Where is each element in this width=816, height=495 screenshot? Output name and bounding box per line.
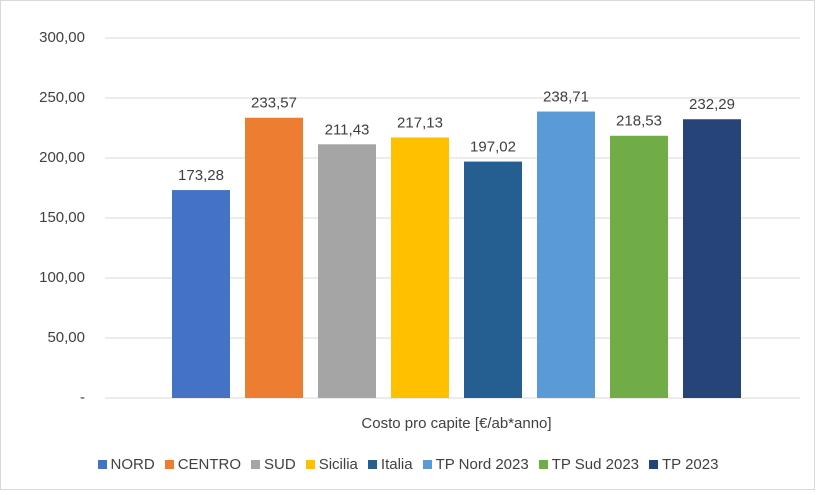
value-label: 217,13 — [397, 114, 443, 131]
y-tick-label: 200,00 — [39, 149, 85, 166]
legend-item: TP Sud 2023 — [538, 456, 640, 473]
value-label: 197,02 — [470, 139, 516, 156]
y-tick-label: - — [80, 389, 85, 406]
legend-label: NORD — [110, 456, 155, 473]
legend-swatch — [97, 460, 107, 469]
y-tick-label: 100,00 — [39, 269, 85, 286]
legend-item: TP 2023 — [649, 456, 718, 473]
legend-label: Italia — [380, 456, 413, 473]
legend-label: TP Sud 2023 — [551, 456, 640, 473]
legend-label: CENTRO — [177, 456, 242, 473]
y-tick-label: 300,00 — [39, 29, 85, 46]
value-label: 218,53 — [616, 113, 662, 130]
value-label: 233,57 — [251, 95, 297, 112]
legend-item: SUD — [251, 456, 296, 473]
legend-label: Sicilia — [318, 456, 358, 473]
y-tick-label: 250,00 — [39, 89, 85, 106]
legend-swatch — [422, 460, 432, 469]
value-label: 232,29 — [689, 96, 735, 113]
legend-item: TP Nord 2023 — [422, 456, 529, 473]
bar — [391, 137, 449, 398]
legend: NORD CENTRO SUD Sicilia Italia TP Nord 2023 TP… — [0, 456, 816, 473]
legend-item: Sicilia — [305, 456, 358, 473]
legend-item: CENTRO — [164, 456, 242, 473]
bar — [245, 117, 303, 398]
x-tick-label: Costo pro capite [€/ab*anno] — [361, 415, 551, 432]
bar — [537, 111, 595, 398]
bar — [683, 119, 741, 398]
legend-label: TP 2023 — [662, 456, 719, 473]
bar — [464, 161, 522, 398]
y-tick-label: 50,00 — [47, 329, 85, 346]
y-tick-label: 150,00 — [39, 209, 85, 226]
legend-label: SUD — [264, 456, 296, 473]
legend-item: Italia — [367, 456, 413, 473]
legend-swatch — [649, 460, 659, 469]
legend-item: NORD — [97, 456, 155, 473]
bar — [318, 144, 376, 398]
value-label: 211,43 — [325, 121, 370, 138]
legend-swatch — [251, 460, 261, 469]
legend-swatch — [305, 460, 315, 469]
legend-swatch — [164, 460, 174, 469]
value-label: 238,71 — [543, 89, 589, 106]
legend-swatch — [538, 460, 548, 469]
bar — [172, 190, 230, 398]
bar — [610, 135, 668, 398]
value-label: 173,28 — [178, 167, 224, 184]
legend-label: TP Nord 2023 — [435, 456, 529, 473]
legend-swatch — [367, 460, 377, 469]
